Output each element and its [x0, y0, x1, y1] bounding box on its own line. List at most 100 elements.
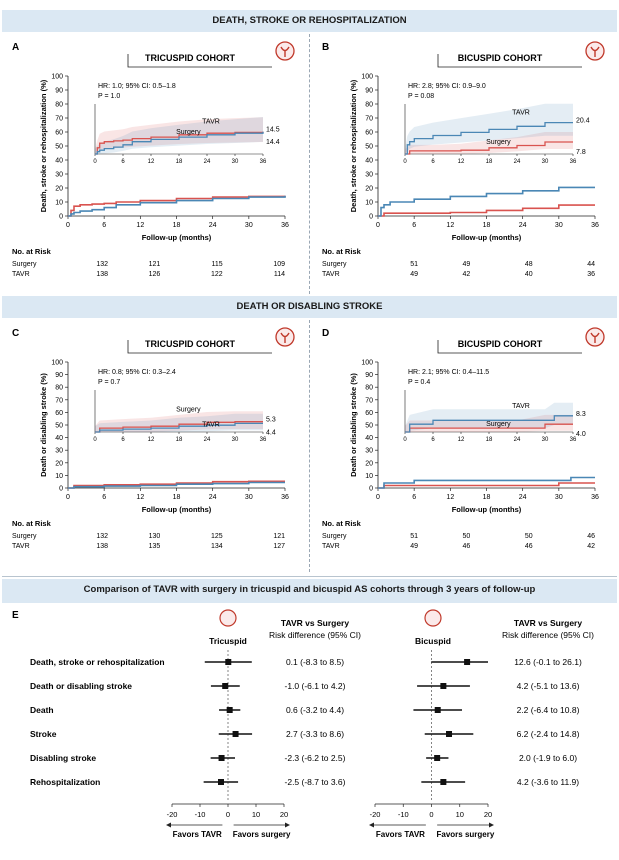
end-value-surgery: 5.3: [266, 417, 276, 424]
forest-x-tick-label: 10: [456, 810, 464, 819]
forest-x-tick-label: 20: [484, 810, 492, 819]
x-tick-label: 6: [102, 222, 106, 229]
inset-x-tick-label: 36: [570, 437, 577, 443]
y-tick-label: 90: [365, 372, 373, 379]
x-tick-label: 24: [519, 494, 527, 501]
y-tick-label: 90: [55, 88, 63, 95]
x-tick-label: 12: [446, 222, 454, 229]
forest-x-tick-label: 0: [226, 810, 230, 819]
forest-plot-panel-e: E Death, stroke or rehospitalization Death…: [12, 609, 594, 839]
end-value-tavr: 14.5: [266, 127, 280, 134]
y-axis-label: Death, stroke or rehospitalization (%): [349, 79, 358, 212]
risk-difference-value: -2.5 (-8.7 to 3.6): [285, 777, 346, 787]
panel-divider-middle: [309, 320, 310, 572]
km-curve-tavr: [68, 481, 285, 489]
panel-letter: A: [12, 42, 19, 53]
inset-x-tick-label: 30: [542, 437, 549, 443]
x-axis-label: Follow-up (months): [142, 505, 212, 514]
y-tick-label: 80: [365, 385, 373, 392]
y-tick-label: 30: [55, 172, 63, 179]
point-estimate: [222, 683, 229, 689]
section-header-death-stroke-rehosp: DEATH, STROKE OR REHOSPITALIZATION: [2, 10, 617, 32]
x-tick-label: 30: [555, 494, 563, 501]
inset-x-tick-label: 12: [458, 437, 465, 443]
x-tick-label: 12: [136, 494, 144, 501]
risk-cell: 130: [149, 533, 161, 540]
risk-cell: 42: [463, 271, 471, 278]
series-label-surgery: Surgery: [176, 129, 201, 136]
y-axis-label: Death or disabling stroke (%): [39, 373, 48, 477]
risk-row-label: Surgery: [12, 533, 37, 540]
risk-row-label: TAVR: [322, 271, 340, 278]
inset-x-tick-label: 0: [403, 437, 407, 443]
risk-cell: 122: [211, 271, 223, 278]
risk-table-title: No. at Risk: [12, 519, 52, 528]
y-axis-label: Death or disabling stroke (%): [349, 373, 358, 477]
x-tick-label: 6: [412, 494, 416, 501]
risk-cell: 50: [525, 533, 533, 540]
x-tick-label: 24: [519, 222, 527, 229]
risk-cell: 49: [463, 261, 471, 268]
x-tick-label: 36: [591, 222, 599, 229]
p-value-text: P = 1.0: [98, 93, 120, 100]
arrowhead-right-icon: [489, 822, 494, 828]
forest-x-tick-label: 0: [429, 810, 433, 819]
y-tick-label: 100: [51, 360, 63, 367]
x-tick-label: 6: [102, 494, 106, 501]
end-value-surgery: 4.0: [576, 431, 586, 438]
heart-valve-icon-mark: [280, 332, 290, 343]
panel-letter: D: [322, 328, 329, 339]
heart-valve-icon-mark: [590, 332, 600, 343]
x-axis-label: Follow-up (months): [452, 505, 522, 514]
y-tick-label: 90: [55, 372, 63, 379]
y-tick-label: 70: [365, 397, 373, 404]
km-curve-surgery: [68, 480, 285, 489]
risk-cell: 46: [525, 543, 533, 550]
y-tick-label: 30: [55, 448, 63, 455]
inset-x-tick-label: 0: [93, 437, 97, 443]
outcome-label: Death or disabling stroke: [30, 681, 132, 691]
inset-x-tick-label: 0: [403, 159, 407, 165]
risk-cell: 44: [587, 261, 595, 268]
series-label-tavr: TAVR: [512, 110, 530, 117]
risk-difference-value: 12.6 (-0.1 to 26.1): [514, 657, 582, 667]
inset-curve-tavr: [405, 121, 573, 155]
cohort-label: Tricuspid: [209, 636, 247, 646]
risk-cell: 42: [587, 543, 595, 550]
risk-cell: 132: [96, 533, 108, 540]
y-tick-label: 80: [55, 385, 63, 392]
y-tick-label: 20: [55, 460, 63, 467]
cohort-bracket: [127, 340, 272, 354]
x-tick-label: 36: [281, 494, 289, 501]
y-tick-label: 80: [365, 102, 373, 109]
heart-valve-icon: [424, 609, 442, 627]
y-tick-label: 70: [55, 116, 63, 123]
inset-x-tick-label: 30: [542, 159, 549, 165]
risk-difference-value: 0.6 (-3.2 to 4.4): [286, 705, 344, 715]
km-curve-surgery: [378, 204, 595, 217]
favors-tavr-label: Favors TAVR: [376, 830, 425, 839]
forest-x-tick-label: 10: [252, 810, 260, 819]
risk-row-label: Surgery: [322, 533, 347, 540]
y-tick-label: 40: [55, 158, 63, 165]
inset-x-tick-label: 30: [232, 437, 239, 443]
inset-x-tick-label: 24: [514, 437, 521, 443]
risk-cell: 138: [96, 543, 108, 550]
point-estimate: [440, 779, 447, 785]
km-curve-surgery: [68, 195, 286, 217]
x-tick-label: 24: [209, 222, 217, 229]
section-header-death-disabling-stroke: DEATH OR DISABLING STROKE: [2, 296, 617, 318]
risk-cell: 121: [273, 533, 285, 540]
heart-valve-icon: [585, 327, 605, 347]
outcome-label: Rehospitalization: [30, 777, 100, 787]
y-tick-label: 100: [361, 74, 373, 81]
x-tick-label: 30: [555, 222, 563, 229]
series-label-tavr: TAVR: [202, 421, 220, 428]
inset-curve-surgery: [405, 141, 573, 155]
x-tick-label: 0: [66, 222, 70, 229]
risk-cell: 36: [587, 271, 595, 278]
inset-x-tick-label: 18: [176, 159, 183, 165]
inset-x-tick-label: 12: [148, 437, 155, 443]
y-tick-label: 0: [59, 214, 63, 221]
